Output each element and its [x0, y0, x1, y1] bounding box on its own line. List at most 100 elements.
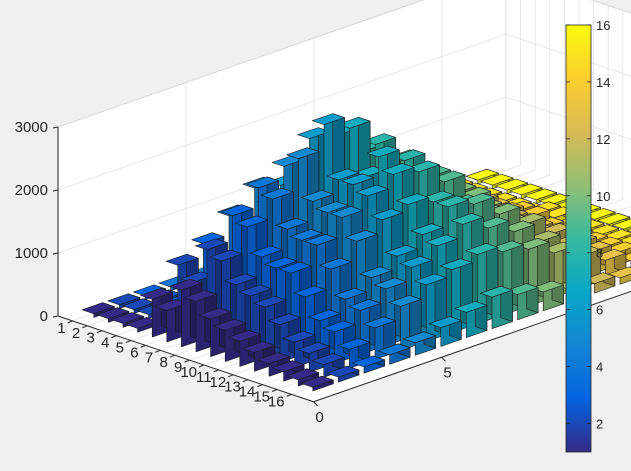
bar-top-face — [315, 201, 349, 213]
y-tick-mark — [286, 393, 292, 397]
bar-top-face — [436, 195, 470, 208]
bar-top-face — [509, 183, 543, 196]
tick-labels: 0100020003000123456789101112131415160510… — [15, 119, 584, 426]
colorbar-tick-label: 4 — [596, 360, 603, 375]
z-tick-mark — [52, 126, 59, 129]
y-tick-label: 1 — [57, 320, 65, 337]
z-tick-mark — [52, 252, 59, 255]
bar-top-face — [220, 204, 254, 216]
y-tick-mark — [125, 340, 132, 343]
bar-top-face — [359, 266, 393, 279]
bar-top-face — [370, 208, 404, 221]
z-tick-label: 3000 — [15, 119, 48, 136]
bar-top-face — [253, 295, 287, 308]
bar-top-face — [191, 232, 225, 244]
bar-top-face — [611, 218, 631, 230]
bar-top-face — [286, 147, 320, 159]
bar-top-face — [607, 266, 631, 279]
bar-top-face — [461, 193, 495, 205]
colorbar-gradient — [565, 24, 592, 453]
colorbar-tick-label: 10 — [596, 189, 610, 204]
bar — [300, 375, 334, 392]
bar-top-face — [260, 187, 294, 200]
bar-top-face — [271, 360, 305, 373]
y-tick-mark — [169, 354, 175, 358]
bar-top-face — [184, 290, 217, 302]
bar-top-face — [264, 256, 298, 269]
bar-top-face — [363, 133, 397, 145]
bars-group — [81, 113, 631, 392]
bar-top-face — [227, 329, 261, 342]
bar-top-face — [300, 375, 334, 388]
bar-top-face — [531, 280, 565, 293]
bar-top-face — [326, 365, 360, 378]
bar-top-face — [626, 228, 631, 232]
y-tick-mark — [257, 384, 263, 388]
bar-top-face — [428, 316, 462, 328]
y-tick-label: 3 — [86, 330, 94, 347]
colorbar-tick-label: 6 — [596, 303, 603, 318]
bar-top-face — [348, 299, 382, 311]
bar-top-face — [275, 217, 309, 230]
bar-top-face — [439, 258, 473, 271]
bar-top-face — [213, 318, 246, 331]
bar-top-face — [289, 229, 323, 241]
bar-top-face — [450, 213, 484, 225]
bar-top-face — [333, 287, 367, 300]
bar-top-face — [465, 243, 499, 255]
bar-top-face — [81, 302, 115, 315]
bar-top-face — [425, 234, 459, 247]
y-tick-label: 4 — [101, 335, 109, 352]
bar-top-face — [198, 307, 232, 320]
bar-top-face — [256, 352, 290, 365]
y-tick-mark — [155, 349, 161, 353]
colorbar-tick-label: 8 — [596, 246, 603, 261]
bar-top-face — [479, 285, 513, 298]
bar-top-face — [377, 343, 411, 356]
y-tick-mark — [67, 320, 73, 324]
bar-top-face — [476, 216, 510, 229]
y-tick-label: 11 — [196, 369, 212, 386]
bar-top-face — [384, 244, 418, 257]
bar — [326, 365, 360, 383]
bar-top-face — [524, 188, 558, 201]
bar-top-face — [395, 193, 429, 205]
bar-front-face — [619, 273, 631, 285]
y-tick-mark — [198, 364, 205, 368]
bar-top-face — [341, 173, 375, 186]
bar-top-face — [326, 168, 360, 181]
bar-top-face — [304, 234, 338, 246]
colorbar-tick-label: 16 — [596, 18, 610, 33]
bar-top-face — [355, 184, 389, 197]
y-tick-mark — [82, 325, 88, 329]
bar-top-face — [366, 145, 400, 158]
bar — [351, 355, 385, 374]
bar-top-face — [516, 238, 550, 250]
y-tick-label: 8 — [159, 354, 167, 371]
bar — [403, 331, 437, 356]
bar-top-face — [242, 341, 276, 353]
x-tick-mark — [441, 356, 446, 362]
bar-top-face — [351, 355, 385, 368]
bar — [505, 283, 539, 321]
bar-top-face — [311, 113, 345, 125]
bar-top-face — [224, 273, 258, 286]
colorbar-tick-label: 2 — [596, 417, 603, 432]
bar — [377, 343, 411, 365]
colorbar-tick-label: 12 — [596, 132, 610, 147]
bar-top-face — [195, 238, 228, 251]
bar-top-face — [297, 342, 331, 354]
bar-top-face — [246, 176, 280, 189]
bar-top-face — [330, 206, 364, 218]
bar — [607, 266, 631, 285]
y-tick-label: 2 — [72, 325, 80, 342]
bar — [337, 338, 371, 369]
bar-top-face — [238, 284, 272, 297]
bar-top-face — [249, 245, 283, 258]
x-tick-label: 0 — [315, 409, 323, 426]
bar-top-face — [454, 301, 488, 313]
top-edge — [57, 0, 631, 128]
bar — [626, 228, 631, 232]
y-axis-line — [57, 315, 314, 403]
